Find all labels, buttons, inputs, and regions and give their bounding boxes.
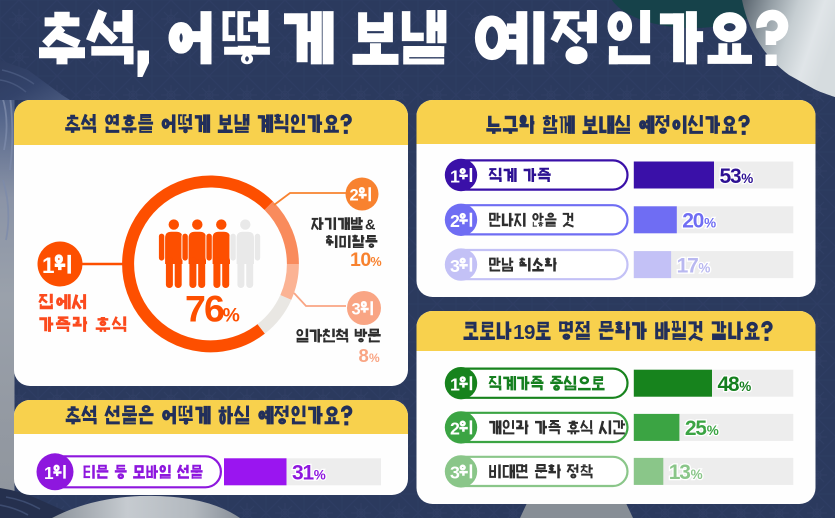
svg-text:%: % [698, 260, 710, 275]
svg-text:%: % [371, 255, 382, 269]
svg-text:%: % [707, 423, 719, 438]
svg-text:76: 76 [185, 288, 224, 330]
svg-text:48: 48 [718, 373, 740, 396]
svg-text:2: 2 [450, 419, 460, 439]
svg-text:2: 2 [350, 187, 359, 205]
svg-text:%: % [741, 171, 753, 186]
svg-text:%: % [704, 216, 716, 231]
svg-text:3: 3 [450, 256, 460, 276]
svg-text:1: 1 [450, 166, 460, 186]
svg-text:25: 25 [685, 417, 707, 440]
svg-text:%: % [314, 468, 326, 483]
svg-text:2: 2 [450, 211, 460, 231]
svg-text:53: 53 [720, 165, 741, 188]
svg-text:1: 1 [44, 463, 54, 483]
svg-text:3: 3 [450, 463, 460, 483]
svg-text:20: 20 [682, 210, 703, 233]
svg-text:8: 8 [359, 345, 369, 366]
svg-text:&: & [365, 218, 376, 234]
svg-text:31: 31 [292, 462, 314, 485]
svg-text:17: 17 [677, 254, 698, 277]
svg-text:19: 19 [513, 321, 535, 344]
svg-text:3: 3 [352, 301, 361, 319]
svg-text:%: % [369, 351, 380, 365]
svg-text:1: 1 [450, 375, 460, 395]
svg-text:%: % [739, 379, 751, 394]
svg-text:10: 10 [350, 249, 371, 271]
svg-text:%: % [691, 467, 703, 482]
svg-text:1: 1 [42, 253, 55, 278]
svg-text:13: 13 [669, 461, 690, 484]
svg-text:%: % [223, 305, 240, 327]
